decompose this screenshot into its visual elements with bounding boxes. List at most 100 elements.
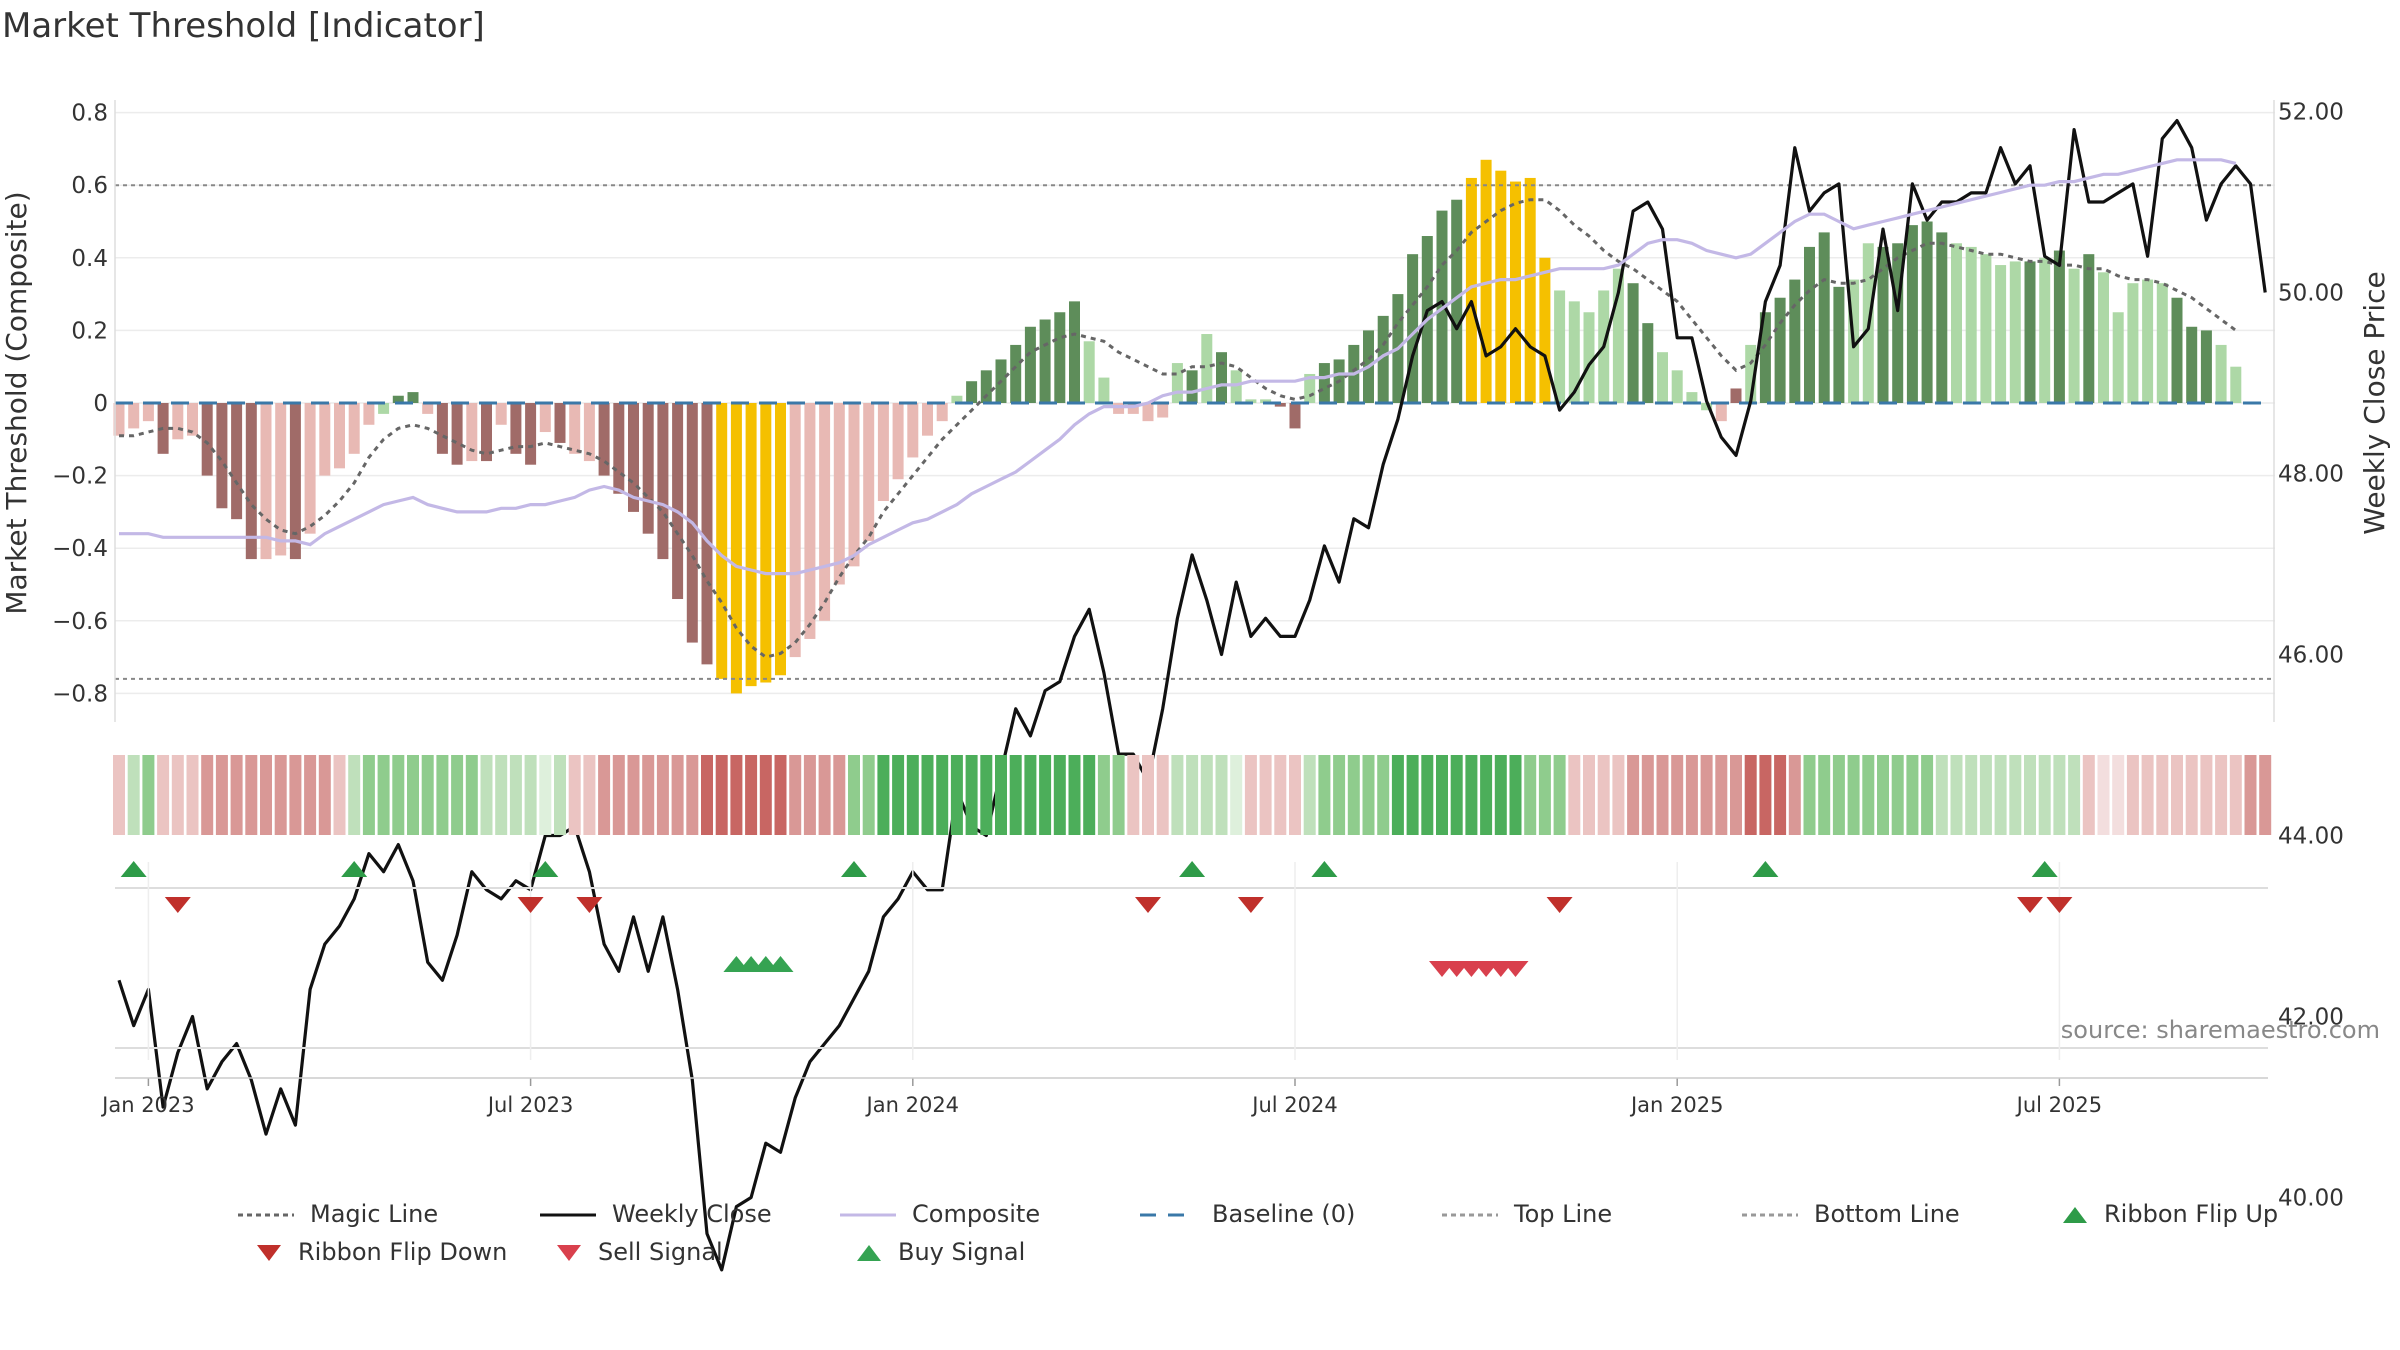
indicator-bar: [1921, 221, 1933, 403]
left-tick-label: 0.8: [71, 101, 108, 127]
indicator-bar: [716, 403, 728, 679]
legend-symbol: [1742, 1213, 1798, 1217]
ribbon-segment: [1641, 755, 1654, 835]
ribbon-segment: [201, 755, 214, 835]
ribbon-segment: [671, 755, 684, 835]
ribbon-flip-down-marker: [1546, 897, 1573, 913]
legend-label: Magic Line: [310, 1200, 439, 1228]
indicator-bar: [922, 403, 933, 436]
ribbon-segment: [451, 755, 464, 835]
ribbon-segment: [1538, 755, 1551, 835]
legend-triangle-down: [257, 1245, 281, 1261]
indicator-bar: [1069, 301, 1080, 403]
ribbon-flip-up-marker: [1311, 861, 1338, 877]
ribbon-segment: [1627, 755, 1640, 835]
indicator-bar: [1245, 399, 1257, 403]
indicator-bar: [1951, 243, 1962, 403]
ribbon-flip-down-marker: [1237, 897, 1264, 913]
indicator-bar: [672, 403, 684, 600]
indicator-bar: [848, 403, 860, 567]
indicator-bar: [2024, 261, 2036, 403]
ribbon-segment: [554, 755, 566, 835]
indicator-bar: [231, 403, 243, 520]
ribbon-segment: [892, 755, 905, 835]
indicator-bar: [1789, 279, 1801, 403]
legend-label: Baseline (0): [1212, 1200, 1356, 1228]
legend-label: Top Line: [1514, 1200, 1613, 1228]
ribbon-segment: [1112, 755, 1125, 835]
ribbon-flip-down-marker: [2017, 897, 2043, 913]
ribbon-segment: [1730, 755, 1742, 835]
legend-label: Ribbon Flip Down: [298, 1238, 508, 1266]
indicator-bar: [1568, 301, 1580, 403]
indicator-bar: [1715, 403, 1727, 422]
axes: 0.8 0.6 0.4 0.2 0 −0.2 −0.4 −0.6 −0.8 52.00 50.00 4…: [0, 100, 2391, 1212]
ribbon-segment: [2068, 755, 2081, 835]
ribbon-segment: [260, 755, 272, 835]
legend-item: Ribbon Flip Up: [2060, 1200, 2278, 1228]
indicator-bars: [113, 159, 2242, 694]
ribbon-flip-down-marker: [164, 897, 191, 913]
ribbon-segment: [730, 755, 743, 835]
ribbon-segment: [789, 755, 802, 835]
indicator-bar: [1010, 344, 1022, 403]
ribbon-segment: [833, 755, 846, 835]
ribbon-segment: [1303, 755, 1316, 835]
ribbon-segment: [1465, 755, 1478, 835]
legend-triangle-down: [557, 1245, 581, 1261]
ribbon: [113, 755, 2272, 835]
indicator-bar: [466, 403, 478, 462]
ribbon-segment: [1553, 755, 1566, 835]
indicator-bar: [1759, 312, 1771, 403]
indicator-bar: [216, 403, 228, 509]
indicator-bar: [2039, 257, 2051, 403]
left-tick-label: 0.6: [71, 173, 108, 199]
indicator-bar: [289, 403, 301, 560]
indicator-bar: [113, 403, 125, 436]
indicator-bar: [1098, 377, 1110, 403]
left-tick-label: −0.4: [52, 536, 108, 562]
indicator-bar: [1774, 297, 1786, 403]
ribbon-segment: [1039, 755, 1052, 835]
indicator-bar: [1818, 232, 1830, 403]
ribbon-segment: [1391, 755, 1404, 835]
legend-symbol: [557, 1245, 581, 1261]
indicator-bar: [392, 395, 404, 403]
indicator-bar: [407, 392, 419, 403]
ribbon-segment: [1935, 755, 1948, 835]
ribbon-segment: [1215, 755, 1228, 835]
indicator-bar: [1054, 312, 1066, 403]
ribbon-segment: [1803, 755, 1816, 835]
ribbon-segment: [2215, 755, 2228, 835]
legend-item: Sell Signal: [554, 1238, 723, 1266]
indicator-bar: [1039, 319, 1051, 403]
indicator-bar: [598, 403, 610, 476]
indicator-bar: [789, 403, 801, 658]
indicator-bar: [1201, 334, 1213, 403]
ribbon-segment: [877, 755, 890, 835]
indicator-bar: [730, 403, 742, 694]
indicator-bar: [334, 403, 345, 469]
ribbon-flip-down-marker: [517, 897, 544, 913]
ribbon-segment: [1171, 755, 1184, 835]
indicator-bar: [1157, 403, 1169, 418]
ribbon-segment: [1832, 755, 1845, 835]
ribbon-segment: [436, 755, 449, 835]
legend-symbol: [2063, 1207, 2087, 1223]
ribbon-segment: [1744, 755, 1757, 835]
ribbon-segment: [656, 755, 669, 835]
indicator-bar: [304, 403, 316, 534]
indicator-bar: [1627, 283, 1639, 403]
ribbon-segment: [171, 755, 184, 835]
x-tick-label: Jul 2025: [2015, 1093, 2102, 1117]
legend-item: Weekly Close: [538, 1200, 772, 1228]
indicator-bar: [1216, 352, 1227, 403]
indicator-bar: [1612, 268, 1624, 403]
right-tick-label: 52.00: [2278, 100, 2344, 126]
ribbon-segment: [1494, 755, 1507, 835]
ribbon-segment: [1362, 755, 1375, 835]
ribbon-segment: [1906, 755, 1919, 835]
ribbon-segment: [1847, 755, 1860, 835]
indicator-bar: [863, 403, 875, 541]
